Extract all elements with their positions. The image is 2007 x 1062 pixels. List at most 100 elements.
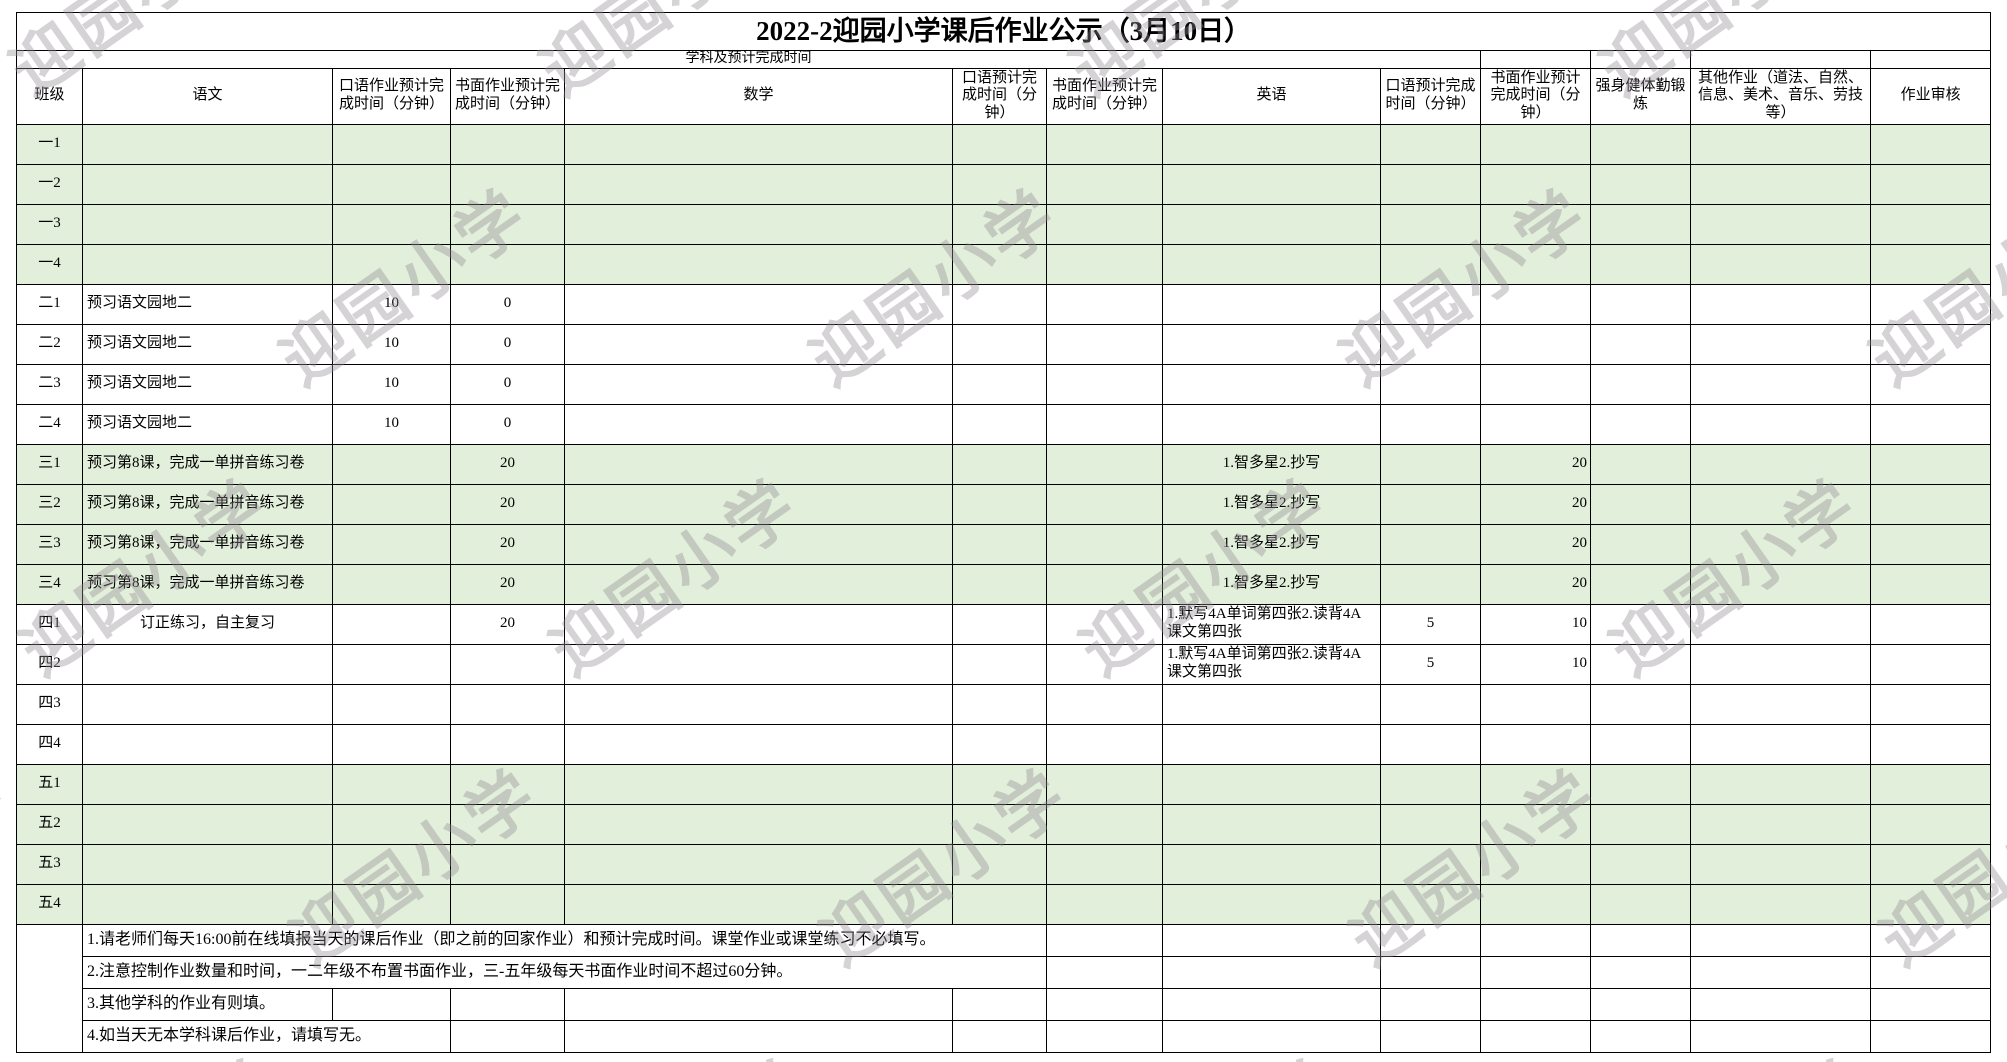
cell-一1-math bbox=[564, 123, 953, 165]
empty-cell bbox=[1380, 923, 1481, 957]
cell-五3-english_oral bbox=[1380, 843, 1481, 885]
cell-五1-english_oral bbox=[1380, 763, 1481, 805]
cell-五3-math bbox=[564, 843, 953, 885]
cell-二1-other bbox=[1690, 283, 1871, 325]
cell-二3-chinese_written: 0 bbox=[450, 363, 565, 405]
class-row-三4: 三4 预习第8课，完成一单拼音练习卷 20 1.智多星2.抄写 20 bbox=[16, 563, 1992, 605]
cell-二2-chinese_oral: 10 bbox=[332, 323, 451, 365]
cell-一1-english_written bbox=[1480, 123, 1591, 165]
column-header-class: 班级 bbox=[16, 67, 83, 125]
cell-三4-chinese: 预习第8课，完成一单拼音练习卷 bbox=[82, 563, 333, 605]
cell-五2-english bbox=[1162, 803, 1381, 845]
empty-cell bbox=[1480, 923, 1591, 957]
row-label: 五4 bbox=[16, 883, 83, 925]
empty-cell bbox=[1590, 50, 1691, 69]
cell-三4-other bbox=[1690, 563, 1871, 605]
cell-二1-english_written bbox=[1480, 283, 1591, 325]
cell-三3-review bbox=[1869, 523, 1992, 565]
class-row-五1: 五1 bbox=[16, 763, 1992, 805]
empty-cell bbox=[952, 987, 1047, 1021]
cell-二4-review bbox=[1869, 403, 1992, 445]
cell-三3-math bbox=[564, 523, 953, 565]
cell-四4-review bbox=[1869, 723, 1992, 765]
cell-一1-math_written bbox=[1046, 123, 1163, 165]
empty-cell bbox=[1380, 1019, 1481, 1053]
cell-三1-chinese_oral bbox=[332, 443, 451, 485]
column-header-chinese_written: 书面作业预计完成时间（分钟） bbox=[450, 67, 565, 125]
cell-四1-english: 1.默写4A单词第四张2.读背4A课文第四张 bbox=[1162, 603, 1381, 645]
cell-一4-math bbox=[564, 243, 953, 285]
cell-一2-math bbox=[564, 163, 953, 205]
cell-四4-english_oral bbox=[1380, 723, 1481, 765]
cell-五3-english bbox=[1162, 843, 1381, 885]
cell-三4-fitness bbox=[1590, 563, 1691, 605]
cell-五1-fitness bbox=[1590, 763, 1691, 805]
cell-五4-math_oral bbox=[952, 883, 1047, 925]
cell-四4-math_written bbox=[1046, 723, 1163, 765]
cell-二1-chinese_written: 0 bbox=[450, 283, 565, 325]
cell-五4-math bbox=[564, 883, 953, 925]
cell-二1-chinese: 预习语文园地二 bbox=[82, 283, 333, 325]
cell-四1-math_written bbox=[1046, 603, 1163, 645]
cell-三3-chinese_written: 20 bbox=[450, 523, 565, 565]
cell-四3-math_written bbox=[1046, 683, 1163, 725]
cell-五4-chinese_written bbox=[450, 883, 565, 925]
cell-三1-chinese: 预习第8课，完成一单拼音练习卷 bbox=[82, 443, 333, 485]
cell-二3-chinese_oral: 10 bbox=[332, 363, 451, 405]
row-label: 二2 bbox=[16, 323, 83, 365]
cell-三1-review bbox=[1869, 443, 1992, 485]
cell-四4-chinese bbox=[82, 723, 333, 765]
column-header-math_oral: 口语预计完成时间（分钟） bbox=[952, 67, 1047, 125]
cell-四1-chinese_written: 20 bbox=[450, 603, 565, 645]
cell-五1-math_written bbox=[1046, 763, 1163, 805]
row-label: 二3 bbox=[16, 363, 83, 405]
note-text-3: 3.其他学科的作业有则填。 bbox=[82, 987, 333, 1021]
row-label: 五2 bbox=[16, 803, 83, 845]
row-label: 三3 bbox=[16, 523, 83, 565]
cell-五3-english_written bbox=[1480, 843, 1591, 885]
note-text-2: 2.注意控制作业数量和时间，一二年级不布置书面作业，三-五年级每天书面作业时间不… bbox=[82, 955, 1047, 989]
cell-一1-chinese_written bbox=[450, 123, 565, 165]
class-row-二2: 二2 预习语文园地二 10 0 bbox=[16, 323, 1992, 365]
empty-cell bbox=[1869, 923, 1992, 957]
cell-五1-chinese_written bbox=[450, 763, 565, 805]
row-label: 四2 bbox=[16, 643, 83, 685]
empty-cell bbox=[1869, 955, 1992, 989]
cell-一4-math_oral bbox=[952, 243, 1047, 285]
cell-四2-chinese bbox=[82, 643, 333, 685]
subtitle-row: 学科及预计完成时间 bbox=[16, 50, 1992, 69]
cell-四1-chinese: 订正练习，自主复习 bbox=[82, 603, 333, 645]
cell-二2-english_written bbox=[1480, 323, 1591, 365]
cell-一2-english bbox=[1162, 163, 1381, 205]
cell-四1-english_written: 10 bbox=[1480, 603, 1591, 645]
cell-四3-math_oral bbox=[952, 683, 1047, 725]
class-row-四2: 四2 1.默写4A单词第四张2.读背4A课文第四张 5 10 bbox=[16, 643, 1992, 685]
cell-二2-fitness bbox=[1590, 323, 1691, 365]
empty-cell bbox=[1590, 923, 1691, 957]
cell-五1-english bbox=[1162, 763, 1381, 805]
empty-cell bbox=[1480, 955, 1591, 989]
column-header-math: 数学 bbox=[564, 67, 953, 125]
cell-五1-chinese bbox=[82, 763, 333, 805]
cell-二1-math_oral bbox=[952, 283, 1047, 325]
cell-二4-chinese_written: 0 bbox=[450, 403, 565, 445]
header-row: 班级 语文 口语作业预计完成时间（分钟） 书面作业预计完成时间（分钟） 数学 口语预计完成… bbox=[16, 67, 1992, 125]
cell-一1-english_oral bbox=[1380, 123, 1481, 165]
cell-三1-other bbox=[1690, 443, 1871, 485]
cell-五4-chinese_oral bbox=[332, 883, 451, 925]
cell-四4-chinese_oral bbox=[332, 723, 451, 765]
cell-二4-math bbox=[564, 403, 953, 445]
cell-四1-chinese_oral bbox=[332, 603, 451, 645]
cell-一3-chinese_oral bbox=[332, 203, 451, 245]
note-text-4: 4.如当天无本学科课后作业，请填写无。 bbox=[82, 1019, 451, 1053]
title-row: 2022-2迎园小学课后作业公示（3月10日） bbox=[15, 12, 1992, 51]
cell-一2-english_oral bbox=[1380, 163, 1481, 205]
cell-四1-other bbox=[1690, 603, 1871, 645]
cell-一3-math bbox=[564, 203, 953, 245]
cell-三1-math bbox=[564, 443, 953, 485]
cell-一3-review bbox=[1869, 203, 1992, 245]
cell-一3-chinese_written bbox=[450, 203, 565, 245]
column-header-review: 作业审核 bbox=[1869, 67, 1992, 125]
empty-cell bbox=[1380, 987, 1481, 1021]
cell-五3-chinese_oral bbox=[332, 843, 451, 885]
